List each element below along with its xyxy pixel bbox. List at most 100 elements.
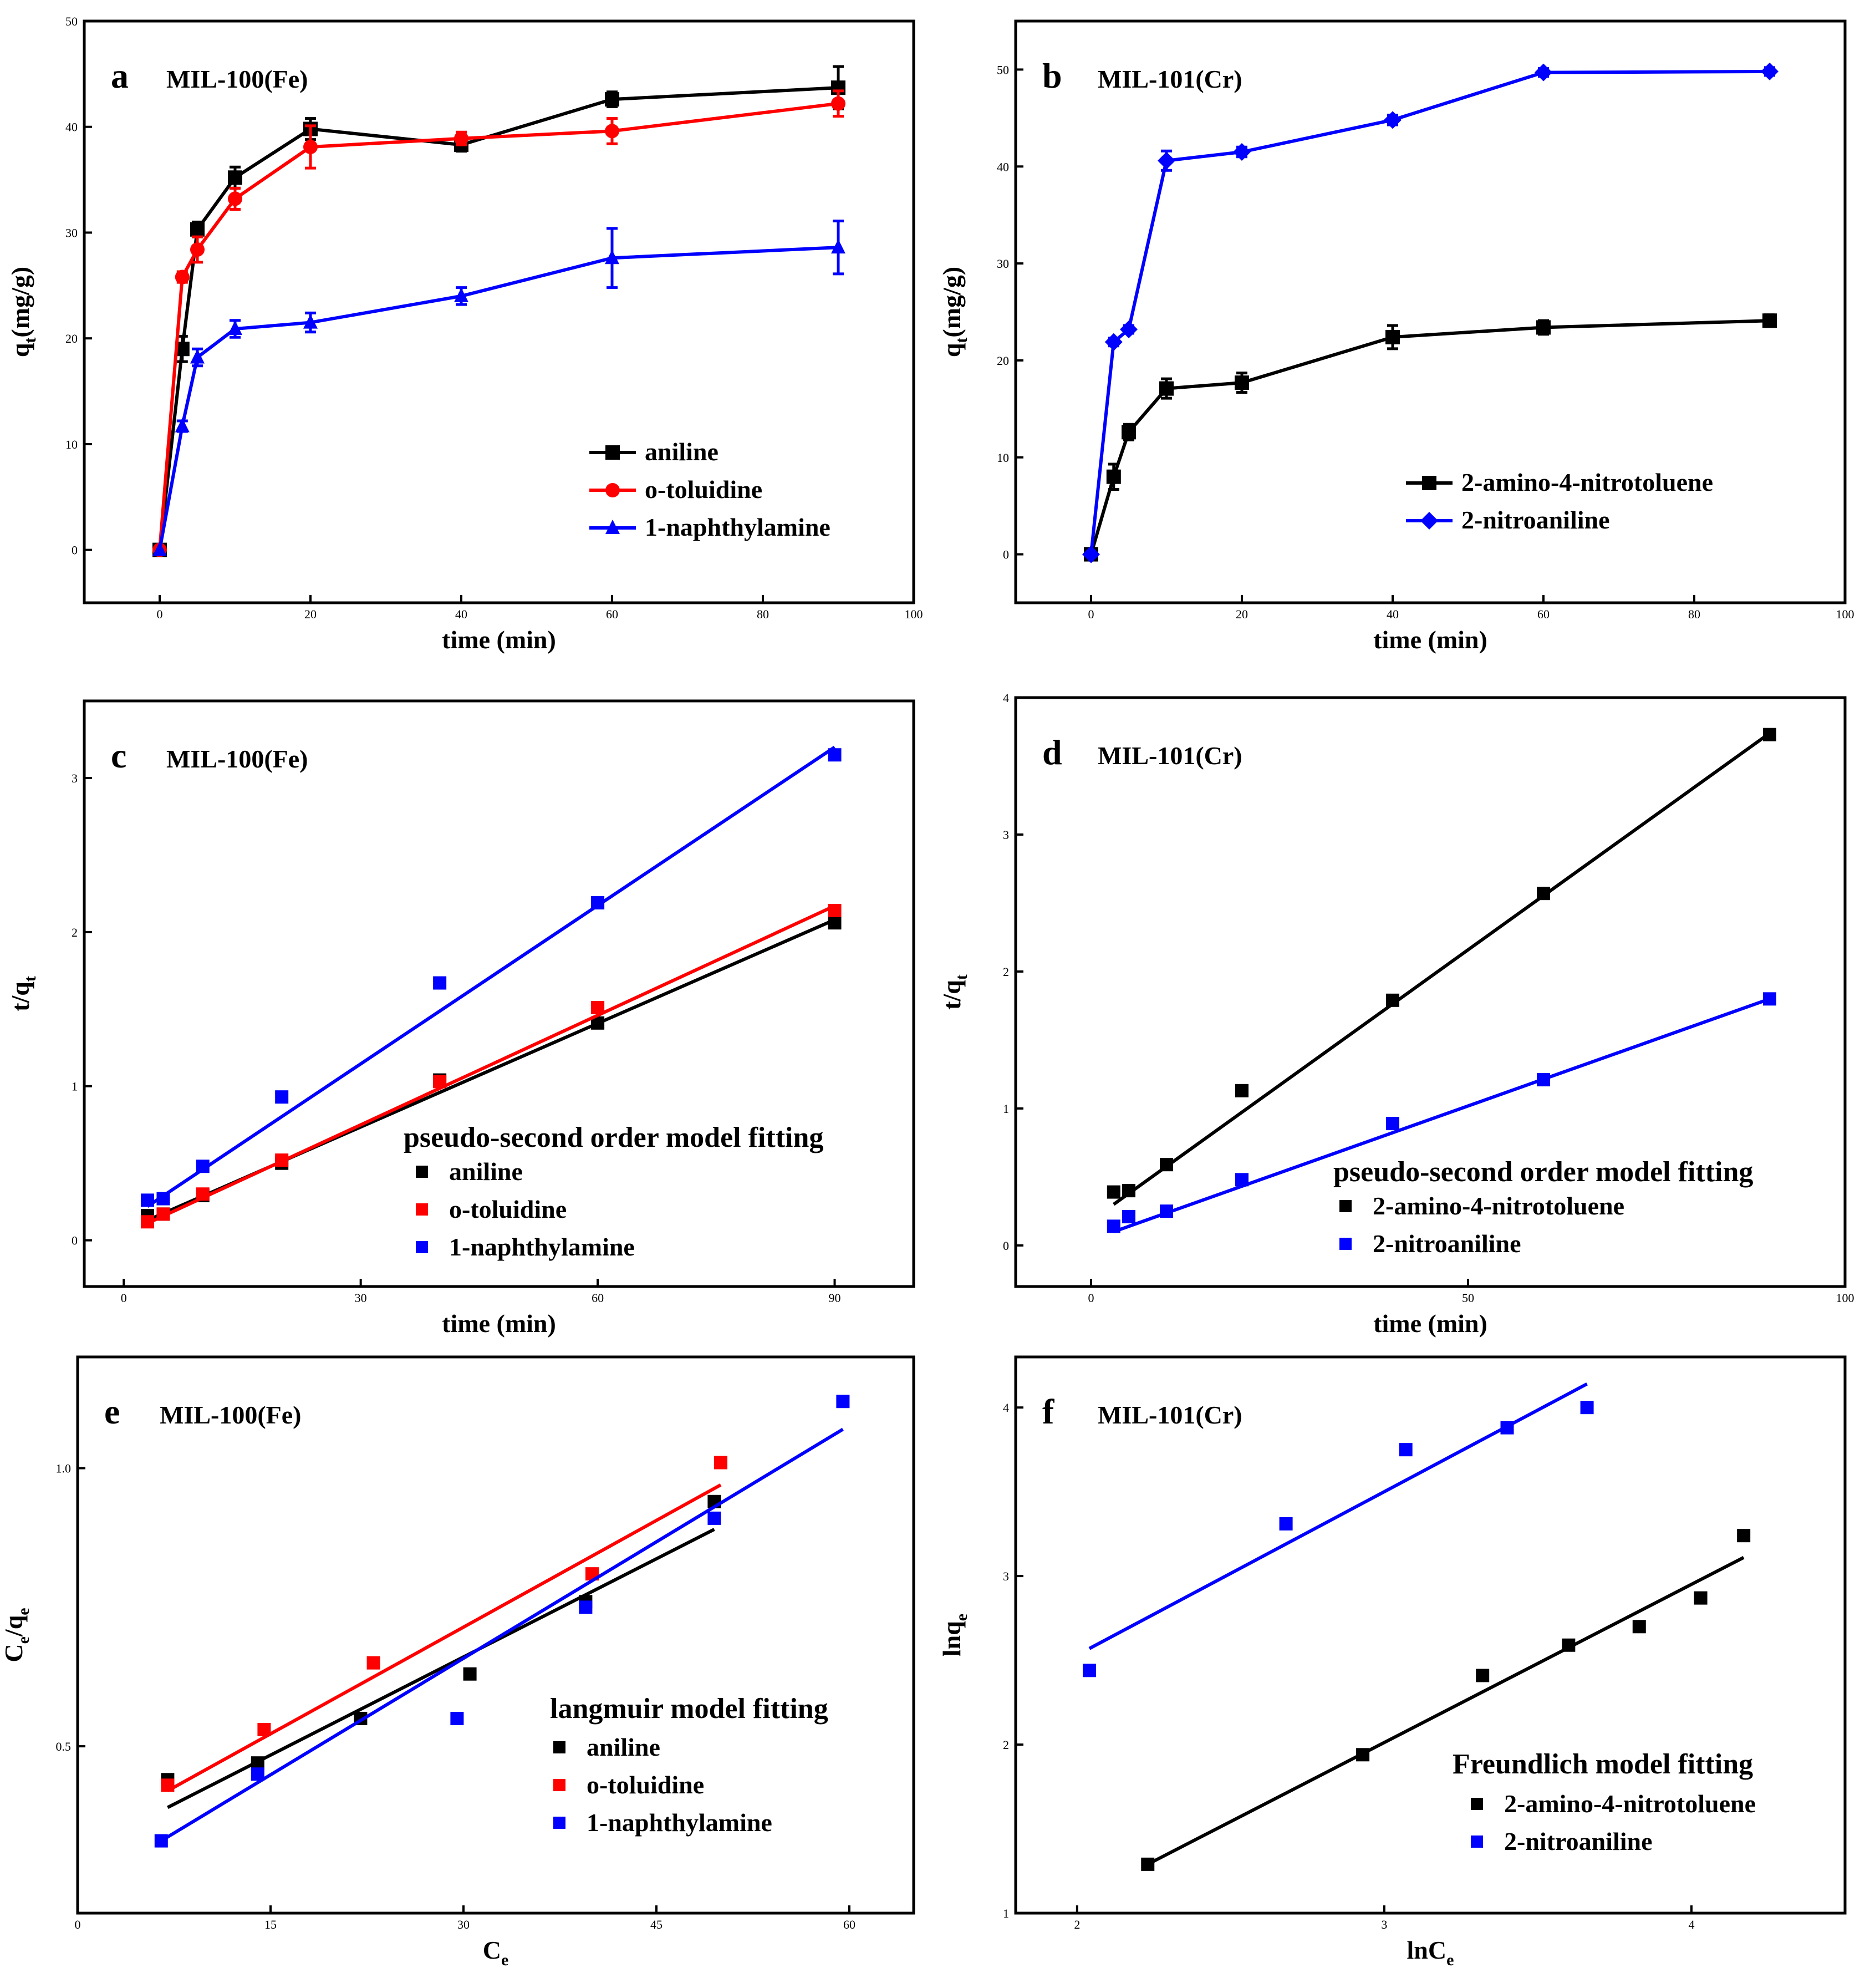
x-tick-label: 0 bbox=[157, 607, 163, 621]
data-point bbox=[1385, 329, 1400, 344]
legend-marker bbox=[1339, 1200, 1352, 1212]
data-point bbox=[156, 1192, 170, 1206]
data-point bbox=[1384, 111, 1402, 129]
legend-title: pseudo-second order model fitting bbox=[1333, 1156, 1753, 1188]
data-point bbox=[605, 92, 619, 107]
panel-c: 0 30 60 90 0 1 2 3 time (min) t/qt c MIL-100(Fe) pse… bbox=[6, 699, 915, 1338]
y-tick-label: 0 bbox=[1003, 548, 1009, 562]
data-point bbox=[1235, 1173, 1249, 1187]
data-point bbox=[579, 1600, 593, 1614]
fit-line bbox=[1113, 997, 1771, 1234]
y-axis-title: t/qt bbox=[6, 976, 39, 1011]
data-point bbox=[836, 1395, 850, 1409]
data-point bbox=[140, 1215, 154, 1229]
y-axis-title: t/qt bbox=[937, 974, 971, 1010]
data-point bbox=[275, 1153, 289, 1167]
fit-line bbox=[146, 745, 836, 1208]
plot-frame bbox=[1014, 696, 1847, 1288]
data-point bbox=[190, 222, 205, 237]
x-tick-label: 20 bbox=[1236, 607, 1248, 621]
y-axis-title: qt(mg/g) bbox=[937, 267, 971, 357]
data-point bbox=[1535, 63, 1552, 82]
data-point bbox=[1107, 1185, 1120, 1199]
data-point bbox=[1762, 313, 1777, 328]
data-point bbox=[1763, 992, 1776, 1006]
data-point bbox=[1386, 993, 1399, 1007]
data-point bbox=[707, 1511, 721, 1525]
series-1-naphthylamine bbox=[154, 1395, 850, 1848]
data-point bbox=[828, 903, 842, 917]
data-point bbox=[1235, 375, 1249, 390]
legend-marker bbox=[553, 1741, 565, 1753]
x-tick-label: 0 bbox=[1088, 1291, 1094, 1305]
y-axis-title: lnqe bbox=[937, 1614, 971, 1656]
y-tick-label: 2 bbox=[1003, 1738, 1009, 1752]
legend: 2-amino-4-nitrotoluene 2-nitroaniline bbox=[1406, 468, 1713, 534]
data-point bbox=[828, 916, 842, 930]
data-point bbox=[450, 1711, 464, 1725]
x-tick-label: 40 bbox=[455, 607, 467, 621]
data-point bbox=[152, 541, 167, 556]
legend: pseudo-second order model fitting 2-amino… bbox=[1333, 1156, 1753, 1258]
x-tick-label: 100 bbox=[1836, 607, 1854, 621]
data-point bbox=[831, 96, 845, 111]
fit-line bbox=[160, 1427, 844, 1843]
data-point bbox=[228, 170, 242, 185]
data-point bbox=[228, 191, 242, 206]
legend-marker bbox=[553, 1817, 565, 1829]
y-tick-label: 4 bbox=[1003, 1401, 1009, 1415]
y-axis-title: Ce/qe bbox=[0, 1608, 33, 1662]
data-point bbox=[1158, 151, 1175, 170]
legend-label: 2-nitroaniline bbox=[1504, 1827, 1653, 1855]
data-point bbox=[140, 1193, 154, 1207]
x-tick-label: 50 bbox=[1462, 1291, 1474, 1305]
data-point bbox=[454, 131, 468, 146]
legend-title: Freundlich model fitting bbox=[1453, 1748, 1753, 1780]
data-point bbox=[175, 270, 190, 284]
y-tick-label: 2 bbox=[72, 926, 78, 939]
data-point bbox=[433, 1075, 447, 1089]
panel-label: c bbox=[111, 736, 126, 775]
series-line bbox=[158, 86, 839, 550]
data-point bbox=[1233, 143, 1251, 161]
x-tick-label: 20 bbox=[304, 607, 317, 621]
data-point bbox=[1141, 1857, 1155, 1871]
data-point bbox=[257, 1723, 271, 1737]
x-axis-title: time (min) bbox=[442, 1309, 556, 1338]
legend-marker bbox=[553, 1779, 565, 1791]
legend-label: 2-amino-4-nitrotoluene bbox=[1373, 1192, 1624, 1220]
legend-label: 2-nitroaniline bbox=[1461, 506, 1610, 534]
panel-title: MIL-100(Fe) bbox=[166, 745, 308, 773]
x-axis-title: time (min) bbox=[442, 626, 556, 654]
data-point bbox=[1106, 469, 1121, 484]
legend-marker bbox=[416, 1241, 428, 1253]
y-tick-label: 10 bbox=[997, 451, 1009, 465]
x-tick-label: 60 bbox=[592, 1291, 604, 1305]
legend-marker bbox=[416, 1203, 428, 1216]
y-tick-label: 3 bbox=[1003, 1569, 1009, 1583]
data-point bbox=[1476, 1669, 1490, 1682]
legend-marker bbox=[605, 445, 620, 460]
y-tick-label: 20 bbox=[997, 354, 1009, 368]
data-point bbox=[714, 1456, 727, 1470]
data-point bbox=[1536, 320, 1551, 335]
x-tick-label: 2 bbox=[1074, 1918, 1080, 1931]
data-point bbox=[1386, 1117, 1399, 1131]
panel-label: f bbox=[1042, 1392, 1054, 1431]
series-2-nitroaniline bbox=[1082, 1382, 1594, 1677]
plot-frame bbox=[1014, 19, 1847, 604]
panel-label: b bbox=[1042, 56, 1062, 95]
fit-line bbox=[1113, 731, 1771, 1206]
y-tick-label: 1.0 bbox=[56, 1462, 72, 1476]
data-point bbox=[1160, 1204, 1173, 1218]
series-1-naphthylamine bbox=[140, 745, 842, 1208]
y-tick-label: 2 bbox=[1003, 965, 1009, 979]
y-tick-label: 40 bbox=[997, 160, 1009, 174]
panel-label: e bbox=[104, 1392, 120, 1431]
series-2-nitroaniline bbox=[1107, 992, 1776, 1234]
legend-label: o-toluidine bbox=[645, 475, 762, 504]
legend-label: o-toluidine bbox=[587, 1771, 704, 1799]
plot-frame bbox=[1014, 1355, 1847, 1915]
data-point bbox=[190, 242, 205, 257]
